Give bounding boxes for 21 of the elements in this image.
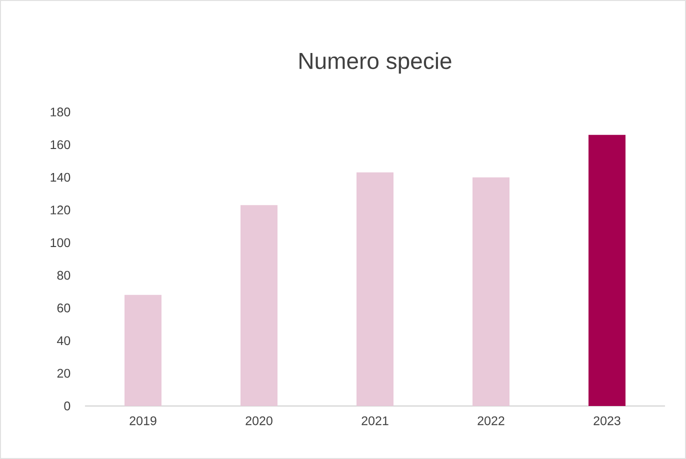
y-tick-label: 60 <box>57 304 70 312</box>
y-tick-label: 120 <box>50 206 70 214</box>
y-tick-label: 80 <box>57 270 70 280</box>
chart-title: Numero specie <box>300 52 452 74</box>
x-tick-label: 2021 <box>362 416 388 426</box>
x-tick-label: 2019 <box>130 416 156 426</box>
y-tick-label: 100 <box>50 238 70 248</box>
y-tick-label: 180 <box>50 108 70 116</box>
bar <box>356 172 394 406</box>
bar <box>240 205 278 406</box>
y-tick-label: 40 <box>57 336 70 346</box>
y-tick-label: 160 <box>50 140 70 150</box>
x-tick-label: 2022 <box>478 416 504 426</box>
bar <box>472 177 510 406</box>
x-tick-label: 2023 <box>594 416 620 426</box>
bar <box>588 134 626 406</box>
x-tick-label: 2020 <box>246 416 272 426</box>
bar <box>124 294 162 406</box>
y-tick-label: 20 <box>57 368 70 378</box>
y-tick-label: 140 <box>50 172 70 182</box>
y-tick-label: 0 <box>64 402 70 410</box>
